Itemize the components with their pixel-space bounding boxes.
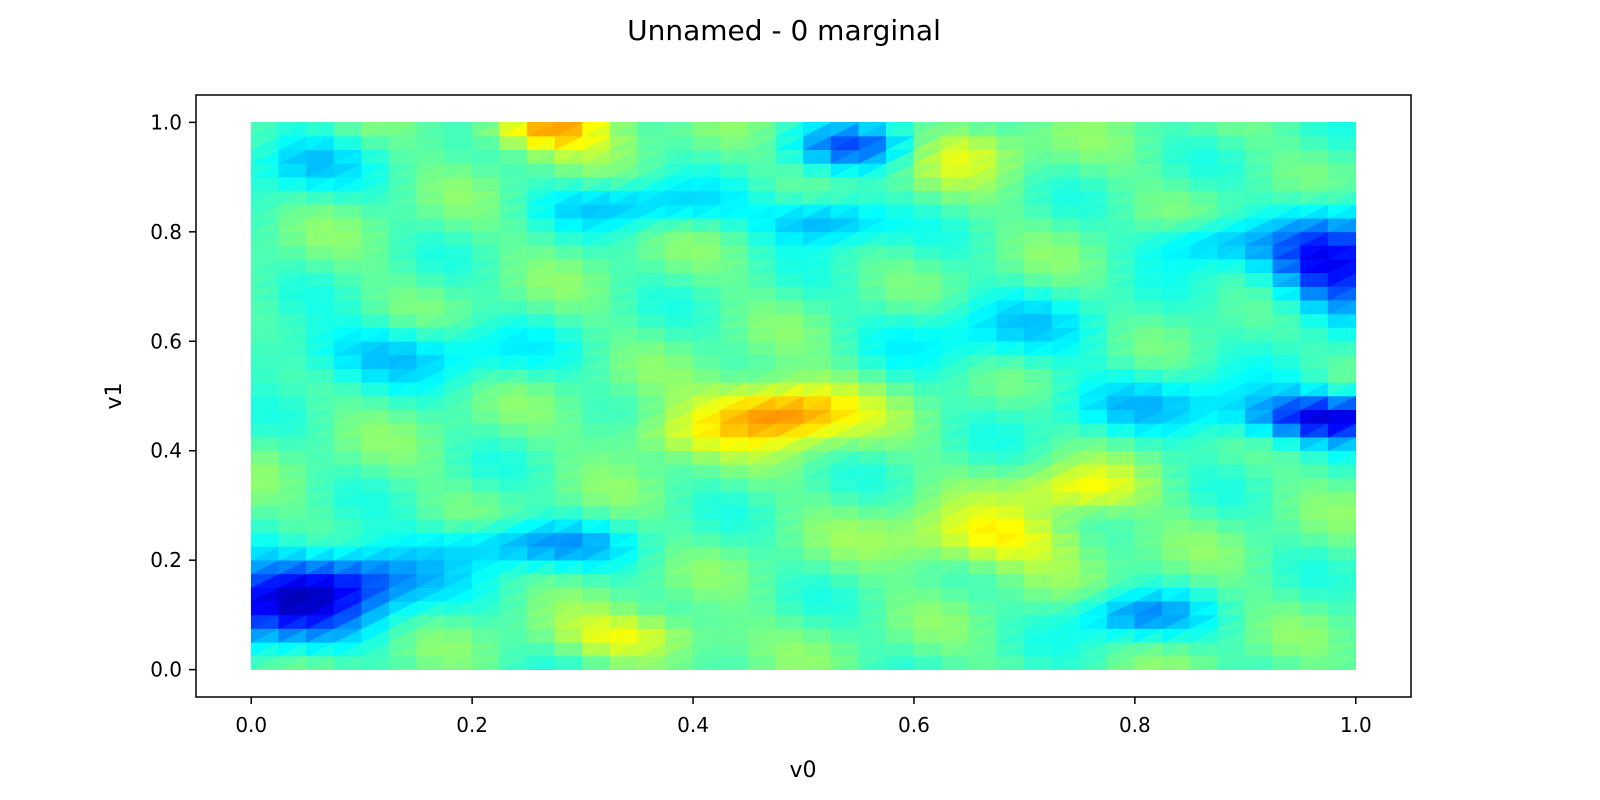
heatmap-cell <box>692 122 721 137</box>
heatmap-cell <box>333 122 362 137</box>
y-tick-label: 0.6 <box>150 329 182 353</box>
heatmap-cell <box>775 122 804 137</box>
heatmap-cell <box>665 122 694 137</box>
heatmap-cell <box>1189 122 1218 137</box>
heatmap-cell <box>637 122 666 137</box>
heatmap-cell <box>1134 122 1163 137</box>
heatmap-cell <box>830 122 859 137</box>
heatmap-cell <box>361 122 390 137</box>
x-axis-label: v0 <box>789 758 816 783</box>
x-tick-label: 1.0 <box>1340 713 1372 737</box>
x-tick-label: 0.4 <box>677 713 709 737</box>
heatmap-cell <box>1300 122 1329 137</box>
heatmap-cell <box>968 122 997 137</box>
x-axis-ticks: 0.0 0.2 0.4 0.6 0.8 1.0 <box>235 697 1372 737</box>
heatmap-cell <box>1051 122 1080 137</box>
x-tick-label: 0.6 <box>898 713 930 737</box>
chart-title: Unnamed - 0 marginal <box>627 14 941 47</box>
heatmap-cell <box>250 122 279 137</box>
y-tick-label: 0.0 <box>150 658 182 682</box>
heatmap-cell <box>554 122 583 137</box>
heatmap-cell <box>416 122 445 137</box>
heatmap-cell <box>609 122 638 137</box>
y-tick-label: 0.8 <box>150 220 182 244</box>
heatmap-cell <box>582 122 611 137</box>
heatmap-cell <box>1217 122 1246 137</box>
heatmap-cell <box>1024 122 1053 137</box>
plot-frame <box>195 94 1412 698</box>
heatmap-cell <box>720 122 749 137</box>
heatmap-cell <box>444 122 473 137</box>
heatmap-cell <box>1079 122 1108 137</box>
x-tick-label: 0.8 <box>1119 713 1151 737</box>
x-tick-label: 0.0 <box>235 713 267 737</box>
heatmap-cell <box>1327 122 1356 137</box>
heatmap-cell <box>1162 122 1191 137</box>
y-tick-label: 0.4 <box>150 439 182 463</box>
heatmap-cell <box>499 122 528 137</box>
heatmap-cell <box>941 122 970 137</box>
heatmap-cell <box>471 122 500 137</box>
heatmap-cell <box>1245 122 1274 137</box>
y-tick-label: 1.0 <box>150 110 182 134</box>
heatmap-cell <box>747 122 777 137</box>
heatmap-cells <box>250 121 1357 671</box>
heatmap-cell <box>1106 122 1135 137</box>
y-tick-label: 0.2 <box>150 548 182 572</box>
heatmap-cell <box>278 122 307 137</box>
heatmap-cell <box>996 122 1025 137</box>
heatmap-cell <box>913 122 942 137</box>
heatmap-cell <box>306 122 335 137</box>
heatmap-cell <box>858 122 887 137</box>
heatmap-cell <box>1272 122 1301 137</box>
y-axis-ticks: 0.0 0.2 0.4 0.6 0.8 1.0 <box>150 110 196 682</box>
heatmap-cell <box>388 122 418 137</box>
y-axis-label: v1 <box>102 382 127 409</box>
heatmap-cell <box>886 122 915 137</box>
heatmap-cell <box>803 122 832 137</box>
x-tick-label: 0.2 <box>456 713 488 737</box>
heatmap-cell <box>527 122 556 137</box>
